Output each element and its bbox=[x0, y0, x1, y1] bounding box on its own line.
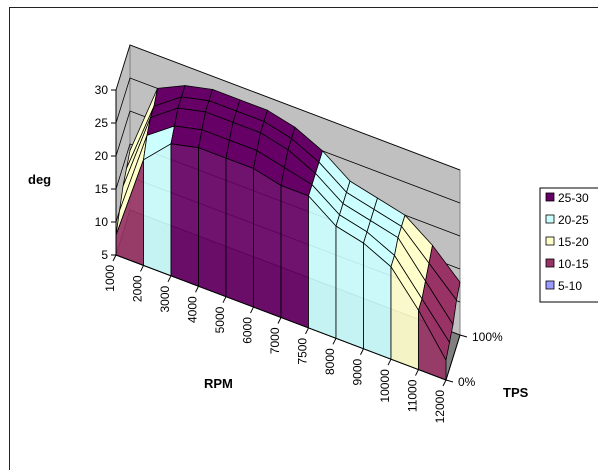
surface-skirt bbox=[225, 157, 254, 308]
y-tick bbox=[459, 334, 468, 338]
y-axis: 0% 100% bbox=[445, 330, 503, 389]
x-tick-label: 12000 bbox=[433, 390, 447, 424]
legend-swatch bbox=[545, 258, 555, 268]
x-tick bbox=[112, 254, 117, 262]
z-tick-label: 20 bbox=[95, 149, 109, 163]
x-tick-label: 5000 bbox=[213, 306, 227, 333]
z-tick-label: 10 bbox=[95, 215, 109, 229]
z-tick-label: 25 bbox=[95, 116, 109, 130]
z-axis-title: deg bbox=[28, 172, 51, 187]
x-tick-label: 7000 bbox=[268, 327, 282, 354]
gridline bbox=[115, 77, 461, 204]
y-axis-title: TPS bbox=[503, 385, 529, 400]
x-tick bbox=[222, 296, 227, 303]
z-tick-label: 5 bbox=[101, 248, 108, 262]
gridline bbox=[115, 44, 461, 171]
x-tick bbox=[305, 327, 309, 335]
x-tick-label: 2000 bbox=[131, 275, 145, 302]
x-tick bbox=[442, 379, 447, 387]
x-tick-label: 4000 bbox=[185, 296, 199, 323]
x-tick bbox=[387, 358, 392, 366]
surface-skirt bbox=[198, 147, 227, 298]
z-axis: 5 10 15 20 25 30 bbox=[95, 83, 117, 262]
y-tick-label: 0% bbox=[458, 375, 476, 389]
legend-swatch bbox=[545, 280, 555, 290]
surface-skirt bbox=[253, 167, 282, 319]
x-tick bbox=[332, 338, 337, 345]
x-tick bbox=[140, 265, 144, 272]
surface-skirt bbox=[335, 225, 364, 350]
legend: 25-30 20-25 15-20 10-15 5-10 bbox=[539, 187, 598, 303]
x-tick bbox=[360, 348, 364, 355]
y-axis-line bbox=[445, 334, 461, 381]
legend-entry: 10-15 bbox=[558, 257, 589, 271]
legend-entry: 20-25 bbox=[558, 213, 589, 227]
x-tick bbox=[167, 275, 172, 283]
x-tick-label: 8000 bbox=[323, 348, 337, 375]
x-tick-label: 7500 bbox=[296, 338, 310, 365]
x-tick-label: 9000 bbox=[350, 358, 364, 385]
x-axis-title: RPM bbox=[204, 376, 233, 391]
x-tick-label: 3000 bbox=[158, 285, 172, 312]
x-tick-label: 6000 bbox=[240, 317, 254, 344]
y-tick-label: 100% bbox=[472, 330, 503, 344]
legend-swatch bbox=[545, 236, 555, 246]
surface-skirt bbox=[280, 184, 309, 329]
x-tick bbox=[250, 306, 254, 314]
legend-entry: 25-30 bbox=[558, 191, 589, 205]
x-axis: 1000 2000 3000 4000 5000 6000 7000 7500 8000 9000… bbox=[103, 254, 447, 424]
x-tick bbox=[195, 286, 199, 293]
x-tick-label: 10000 bbox=[378, 369, 392, 403]
x-tick bbox=[415, 369, 419, 376]
x-tick-label: 1000 bbox=[103, 265, 117, 292]
surface-skirt bbox=[143, 143, 172, 277]
x-tick bbox=[277, 317, 282, 324]
y-tick bbox=[445, 379, 454, 383]
surface-skirt bbox=[170, 143, 199, 287]
legend-entry: 15-20 bbox=[558, 235, 589, 249]
z-tick-label: 15 bbox=[95, 182, 109, 196]
x-tick-label: 11000 bbox=[405, 379, 419, 412]
legend-entry: 5-10 bbox=[558, 279, 582, 293]
legend-swatch bbox=[545, 192, 555, 202]
z-tick-label: 30 bbox=[95, 83, 109, 97]
surface-mesh bbox=[115, 85, 461, 381]
legend-swatch bbox=[545, 214, 555, 224]
